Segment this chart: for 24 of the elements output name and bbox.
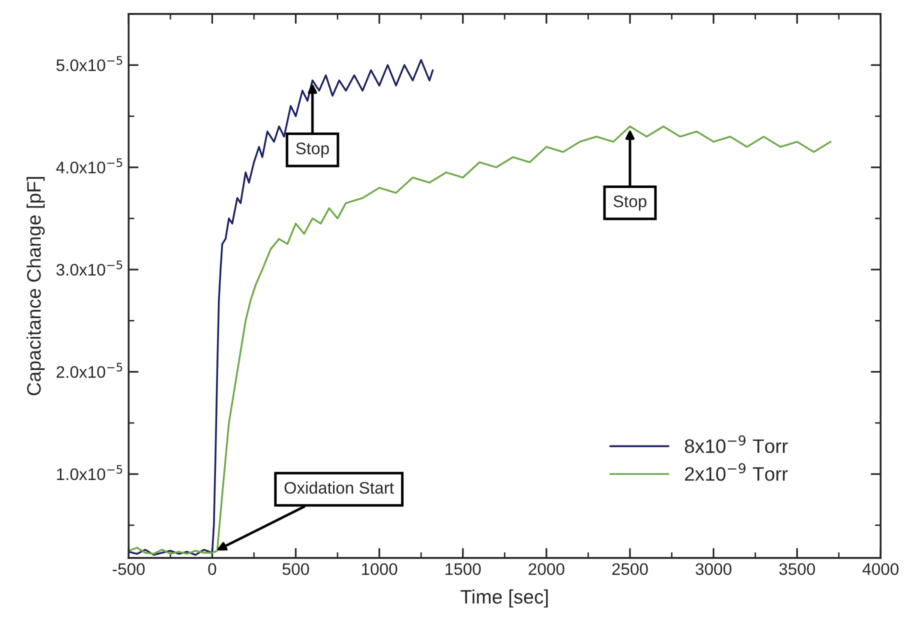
annotation: Stop: [614, 195, 646, 211]
x-tick-label: 1000: [362, 563, 398, 576]
x-tick-label: -500: [112, 563, 145, 576]
legend-label: 8x10$^{−9}$ Torr: [684, 435, 788, 454]
y-axis-title: Capacitance Change [pF]: [26, 177, 45, 396]
y-tick-label: 4.0x10$^{−5}$: [56, 158, 122, 174]
x-tick-label: 2000: [528, 563, 564, 576]
x-tick-label: 3500: [779, 563, 815, 576]
y-tick-label: 1.0x10$^{−5}$: [57, 465, 122, 480]
x-tick-label: 4000: [862, 563, 899, 576]
x-tick-label: 2500: [612, 563, 648, 576]
x-tick-label: 500: [282, 563, 310, 576]
annotation: Stop: [296, 142, 329, 158]
legend-label: 2x10$^{−9}$ Torr: [685, 463, 788, 481]
y-tick-label: 5.0x10$^{−5}$: [56, 56, 122, 72]
x-tick-label: 0: [208, 563, 216, 576]
x-tick-label: 3000: [696, 563, 732, 576]
annotation: Oxidation Start: [284, 482, 394, 494]
x-axis-title: Time [sec]: [460, 589, 548, 608]
x-tick-label: 1500: [446, 563, 481, 576]
y-tick-label: 3.0x10$^{−5}$: [56, 260, 122, 276]
line-series: [128, 59, 434, 556]
line-series: [128, 126, 832, 555]
y-tick-label: 2.0x10$^{−5}$: [56, 362, 122, 378]
